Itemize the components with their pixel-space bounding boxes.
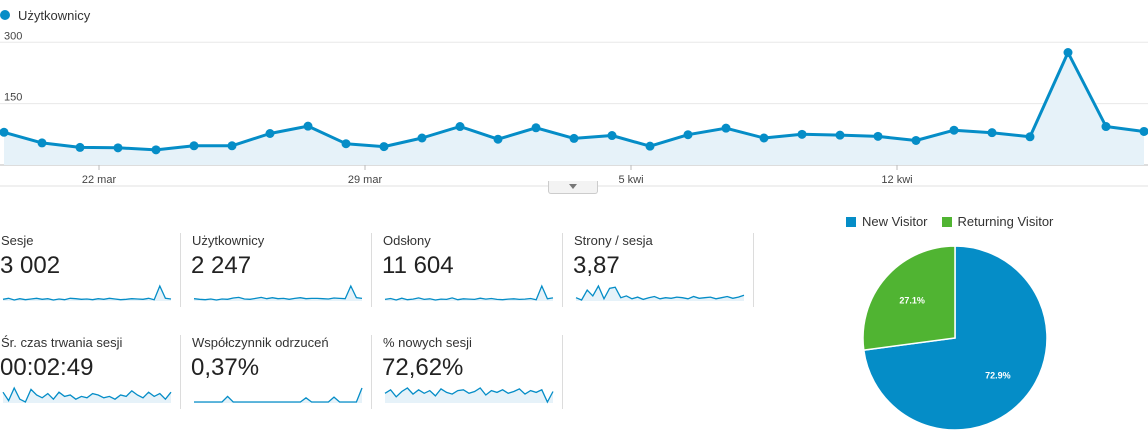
- users-data-point[interactable]: [151, 145, 161, 155]
- pie-legend: New Visitor Returning Visitor: [846, 214, 1067, 229]
- metric-sparkline: [384, 284, 554, 301]
- sparkline-fill: [385, 388, 553, 403]
- sparkline-fill: [194, 388, 362, 403]
- metric-value: 3,87: [573, 252, 620, 279]
- metric-value: 00:02:49: [0, 354, 94, 381]
- users-data-point[interactable]: [341, 139, 351, 149]
- pie-legend-item-returning: Returning Visitor: [941, 214, 1054, 229]
- users-data-point[interactable]: [0, 127, 9, 137]
- users-data-point[interactable]: [189, 141, 199, 151]
- users-data-point[interactable]: [37, 138, 47, 148]
- users-data-point[interactable]: [569, 133, 579, 143]
- metric-tile-bounce-rate[interactable]: Współczynnik odrzuceń 0,37%: [191, 335, 372, 409]
- x-tick-label: 22 mar: [82, 174, 117, 186]
- users-data-point[interactable]: [683, 130, 693, 140]
- users-data-point[interactable]: [835, 130, 845, 140]
- series-legend-dot: [0, 10, 10, 20]
- metric-tile-pageviews[interactable]: Odsłony 11 604: [382, 233, 563, 307]
- legend-swatch-new: [846, 216, 856, 227]
- users-line-chart: 150 300 22 mar 29 mar 5 kwi 12 kwi: [0, 30, 1148, 187]
- metric-label: Sesje: [1, 233, 34, 248]
- metric-value: 11 604: [382, 252, 454, 279]
- metric-sparkline: [2, 284, 172, 301]
- users-data-point[interactable]: [1101, 122, 1111, 132]
- users-data-point[interactable]: [759, 133, 769, 143]
- metric-tile-pages-per-session[interactable]: Strony / sesja 3,87: [573, 233, 754, 307]
- y-axis-ticks: 150 300: [4, 30, 22, 103]
- users-data-point[interactable]: [645, 141, 655, 151]
- users-data-point[interactable]: [227, 141, 237, 151]
- metric-label: Śr. czas trwania sesji: [1, 335, 123, 350]
- users-data-point[interactable]: [987, 128, 997, 138]
- users-data-point[interactable]: [797, 129, 807, 139]
- users-data-point[interactable]: [721, 123, 731, 133]
- series-legend-label: Użytkownicy: [18, 7, 91, 23]
- visitor-type-pie: 72.9% 27.1%: [862, 245, 1048, 431]
- users-data-point[interactable]: [265, 129, 275, 138]
- chart-collapse-toggle[interactable]: [548, 181, 598, 194]
- sparkline-line: [384, 284, 554, 301]
- pie-legend-item-new: New Visitor: [846, 214, 928, 229]
- metric-sparkline: [575, 284, 745, 301]
- users-data-point[interactable]: [1139, 126, 1148, 136]
- pie-legend-label: Returning Visitor: [957, 214, 1054, 229]
- sparkline-fill: [576, 286, 744, 301]
- x-tick-label: 12 kwi: [881, 174, 912, 186]
- metric-value: 3 002: [0, 252, 61, 279]
- users-data-points: [0, 48, 1148, 155]
- sparkline-line: [194, 387, 363, 403]
- metric-value: 72,62%: [382, 354, 464, 381]
- metric-value: 2 247: [191, 252, 252, 279]
- pie-slice-label: 27.1%: [899, 295, 925, 305]
- users-data-point[interactable]: [1063, 48, 1073, 57]
- users-data-point[interactable]: [455, 122, 465, 132]
- metric-label: Odsłony: [383, 233, 431, 248]
- metric-value: 0,37%: [191, 354, 260, 381]
- users-data-point[interactable]: [873, 131, 883, 141]
- metric-label: Strony / sesja: [574, 233, 653, 248]
- y-tick-label: 300: [4, 30, 22, 42]
- y-tick-label: 150: [4, 92, 22, 104]
- users-data-point[interactable]: [303, 121, 313, 131]
- sparkline-fill: [385, 286, 553, 301]
- users-data-point[interactable]: [1025, 132, 1035, 142]
- metric-sparkline: [194, 387, 363, 403]
- legend-swatch-returning: [941, 216, 952, 227]
- sparkline-line: [193, 284, 363, 301]
- metric-sparkline: [2, 386, 172, 403]
- metric-label: % nowych sesji: [383, 335, 472, 350]
- sparkline-fill: [3, 388, 171, 403]
- users-data-point[interactable]: [607, 131, 617, 141]
- metric-label: Współczynnik odrzuceń: [192, 335, 329, 350]
- metric-sparkline: [384, 387, 554, 404]
- pie-slice-label: 72.9%: [985, 371, 1011, 381]
- users-data-point[interactable]: [949, 125, 959, 135]
- x-tick-label: 5 kwi: [618, 174, 643, 186]
- metric-sparkline: [193, 284, 363, 301]
- users-data-point[interactable]: [493, 134, 503, 144]
- sparkline-fill: [3, 286, 171, 301]
- sparkline-line: [384, 387, 554, 404]
- metric-tile-new-sessions[interactable]: % nowych sesji 72,62%: [382, 335, 563, 409]
- sparkline-line: [2, 284, 172, 301]
- series-legend: Użytkownicy: [0, 6, 90, 24]
- users-data-point[interactable]: [531, 123, 541, 133]
- pie-slice-returning-visitor[interactable]: [862, 245, 956, 351]
- metric-tile-sessions[interactable]: Sesje 3 002: [0, 233, 181, 307]
- x-axis-ticks: 22 mar 29 mar 5 kwi 12 kwi: [82, 174, 913, 186]
- users-data-point[interactable]: [75, 142, 85, 152]
- sparkline-line: [2, 386, 172, 403]
- users-data-point[interactable]: [379, 142, 389, 152]
- x-tick-label: 29 mar: [348, 174, 383, 186]
- users-data-point[interactable]: [911, 135, 921, 145]
- users-data-point[interactable]: [113, 143, 123, 153]
- users-data-point[interactable]: [417, 133, 427, 143]
- metric-tile-avg-session-duration[interactable]: Śr. czas trwania sesji 00:02:49: [0, 335, 181, 409]
- metric-label: Użytkownicy: [192, 233, 265, 248]
- metric-tile-users[interactable]: Użytkownicy 2 247: [191, 233, 372, 307]
- sparkline-line: [575, 284, 745, 301]
- pie-legend-label: New Visitor: [862, 214, 928, 229]
